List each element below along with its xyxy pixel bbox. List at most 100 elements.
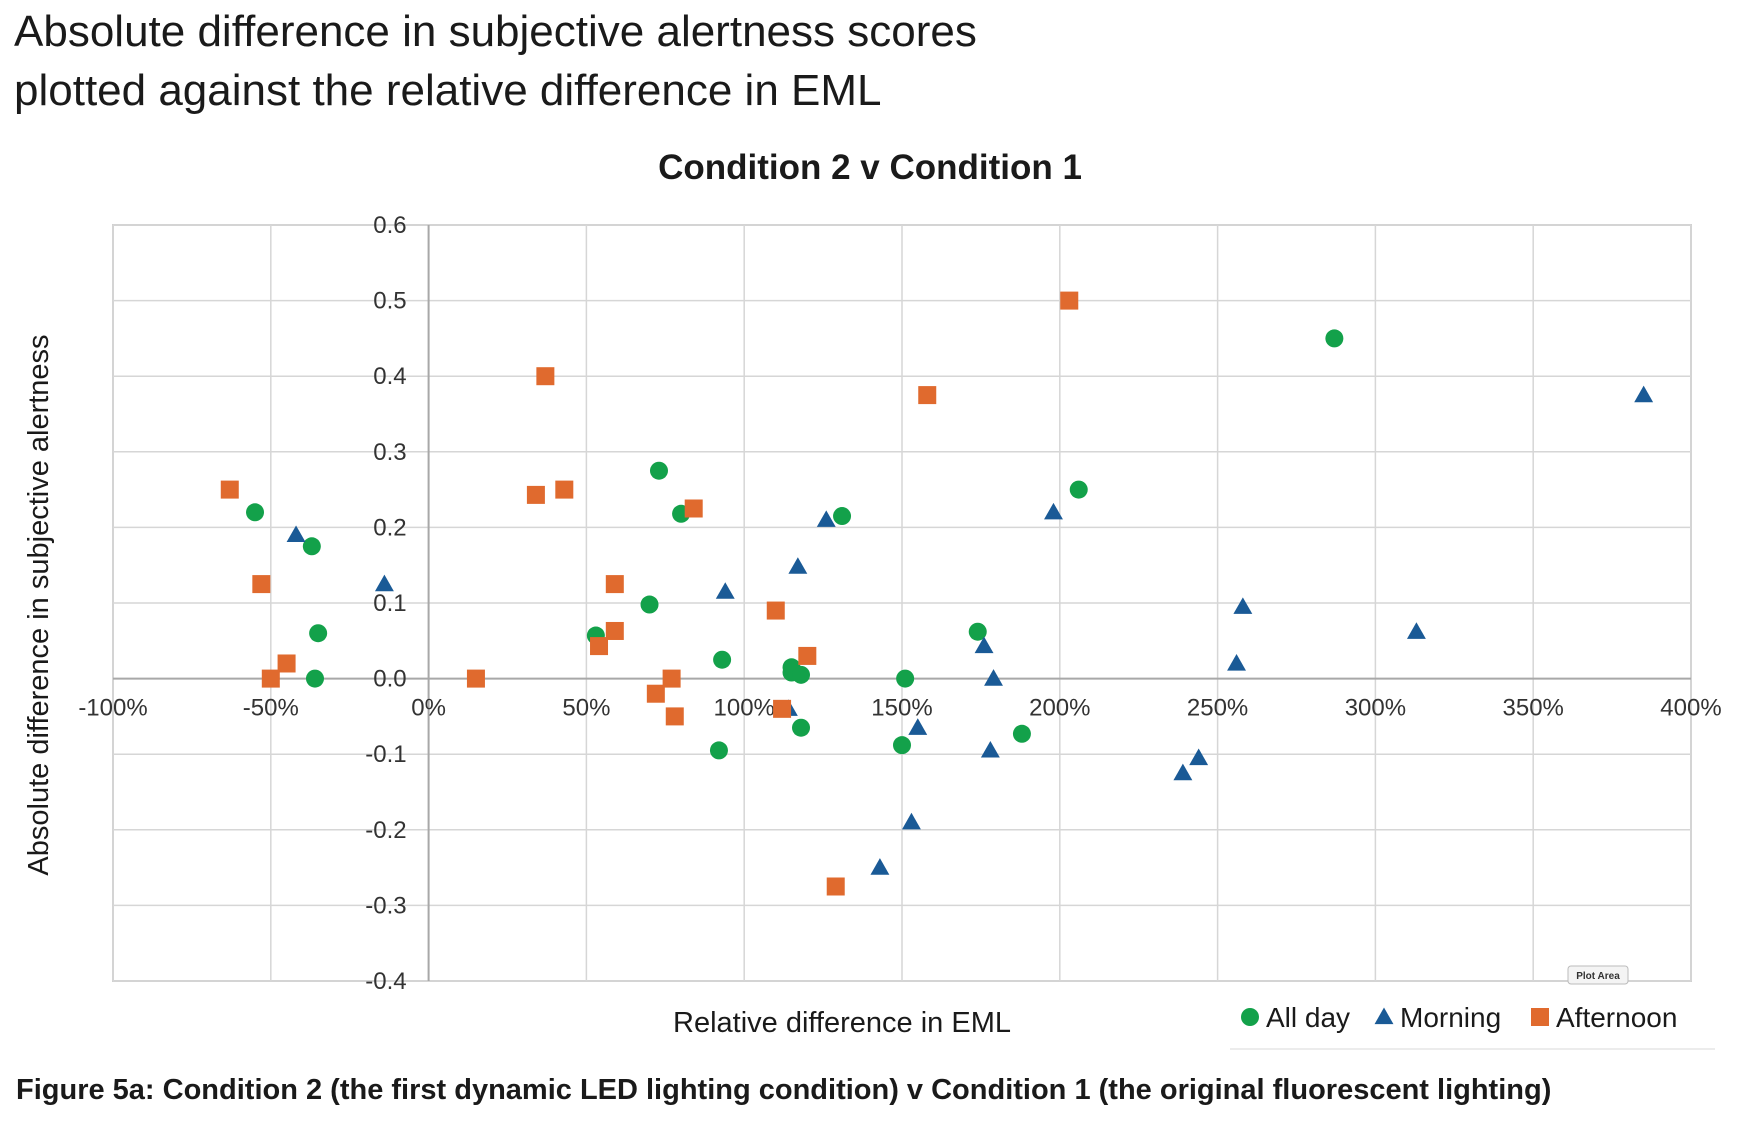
x-tick-label: 150% (871, 695, 932, 722)
all-day-point (1069, 480, 1088, 499)
y-tick-label: 0.1 (373, 590, 406, 617)
morning-point (1634, 385, 1654, 403)
x-tick-label: 400% (1660, 695, 1721, 722)
afternoon-point (773, 699, 792, 718)
x-tick-label: 250% (1187, 695, 1248, 722)
afternoon-point (526, 485, 545, 504)
x-tick-label: 300% (1345, 695, 1406, 722)
figure-heading: Absolute difference in subjective alertn… (14, 2, 977, 120)
x-tick-label: -100% (78, 695, 147, 722)
all-day-point (792, 665, 811, 684)
legend-marker-afternoon (1531, 1008, 1549, 1026)
y-tick-label: -0.4 (365, 968, 406, 995)
afternoon-point (590, 637, 609, 656)
heading-line-1: Absolute difference in subjective alertn… (14, 7, 977, 56)
afternoon-point (798, 646, 817, 665)
all-day-point (649, 461, 668, 480)
chart-title: Condition 2 v Condition 1 (658, 148, 1082, 187)
all-day-point (893, 736, 911, 755)
afternoon-point (605, 621, 624, 640)
all-day-point (709, 741, 728, 760)
y-tick-label: -0.2 (365, 817, 406, 844)
afternoon-point (277, 654, 296, 673)
afternoon-point (826, 877, 845, 896)
y-tick-label: -0.1 (365, 741, 406, 768)
plot-area-tag-label: Plot Area (1576, 971, 1620, 982)
morning-point (902, 812, 921, 830)
morning-point (1189, 748, 1209, 766)
morning-point (1233, 597, 1253, 614)
y-axis-label: Absolute difference in subjective alertn… (23, 334, 55, 875)
x-tick-label: 0% (411, 695, 446, 722)
legend-item-afternoon: Afternoon (1531, 1002, 1677, 1033)
morning-point (374, 574, 394, 592)
x-tick-label: 50% (562, 695, 610, 722)
morning-point (715, 582, 735, 599)
x-tick-label: -50% (243, 695, 299, 722)
morning-point (1173, 763, 1193, 781)
all-day-point (896, 669, 915, 688)
morning-point (1044, 502, 1063, 520)
legend-item-all-day: All day (1241, 1002, 1350, 1033)
legend-marker-all-day (1241, 1008, 1259, 1026)
afternoon-point (252, 575, 271, 594)
y-tick-label: 0.4 (373, 363, 406, 390)
morning-point (1406, 622, 1426, 639)
afternoon-point (536, 367, 555, 386)
legend-label-all-day: All day (1266, 1002, 1350, 1033)
legend-label-morning: Morning (1400, 1002, 1501, 1033)
x-tick-labels: -100% -50% 0% 50% 100% 150% 200% 250% 300% 350% 40… (78, 695, 1721, 722)
morning-point (908, 718, 928, 735)
afternoon-point (466, 669, 485, 688)
legend-marker-morning (1374, 1007, 1394, 1025)
all-day-point (1325, 329, 1344, 348)
x-axis-label: Relative difference in EML (673, 1007, 1011, 1039)
afternoon-point (918, 386, 937, 405)
all-day-point (640, 595, 659, 614)
afternoon-point (605, 575, 624, 594)
x-tick-label: 100% (714, 695, 775, 722)
morning-point (1227, 654, 1246, 671)
all-day-point (302, 537, 321, 556)
y-tick-label: 0.2 (373, 514, 406, 541)
morning-point (980, 740, 1000, 758)
morning-point (974, 636, 994, 654)
afternoon-point (220, 480, 239, 499)
y-tick-label: 0.5 (373, 288, 406, 315)
y-tick-label: -0.3 (365, 892, 406, 919)
y-tick-label: 0.6 (373, 212, 406, 239)
all-day-point (246, 503, 265, 522)
y-tick-label: 0.0 (373, 666, 406, 693)
morning-point (870, 858, 890, 875)
figure-caption: Figure 5a: Condition 2 (the first dynami… (16, 1074, 1552, 1106)
all-day-point (305, 669, 324, 688)
morning-point (788, 557, 808, 574)
legend: All day Morning Afternoon (1230, 1002, 1715, 1050)
afternoon-point (555, 480, 574, 499)
plot-area-tag: Plot Area (1567, 965, 1629, 985)
x-tick-label: 200% (1029, 695, 1090, 722)
morning-point (984, 669, 1003, 686)
all-day-point (309, 624, 328, 643)
y-tick-labels: 0.6 0.5 0.4 0.3 0.2 0.1 0.0 -0.1 -0.2 -0.3 -0.4 (365, 212, 406, 995)
afternoon-point (261, 669, 280, 688)
all-day-point (792, 718, 811, 737)
heading-line-2: plotted against the relative difference … (14, 66, 882, 115)
afternoon-point (662, 669, 681, 688)
afternoon-point (684, 499, 703, 518)
legend-item-morning: Morning (1374, 1002, 1501, 1033)
afternoon-point (646, 684, 665, 703)
afternoon-point (1060, 291, 1079, 310)
all-day-point (833, 507, 852, 526)
y-tick-label: 0.3 (373, 439, 406, 466)
x-tick-label: 350% (1503, 695, 1564, 722)
all-day-point (1012, 724, 1031, 743)
all-day-point (713, 650, 732, 669)
morning-point (286, 525, 306, 543)
data-points (220, 291, 1654, 896)
afternoon-point (665, 707, 684, 726)
all-day-point (968, 622, 987, 641)
legend-label-afternoon: Afternoon (1556, 1002, 1677, 1033)
afternoon-point (766, 601, 785, 620)
